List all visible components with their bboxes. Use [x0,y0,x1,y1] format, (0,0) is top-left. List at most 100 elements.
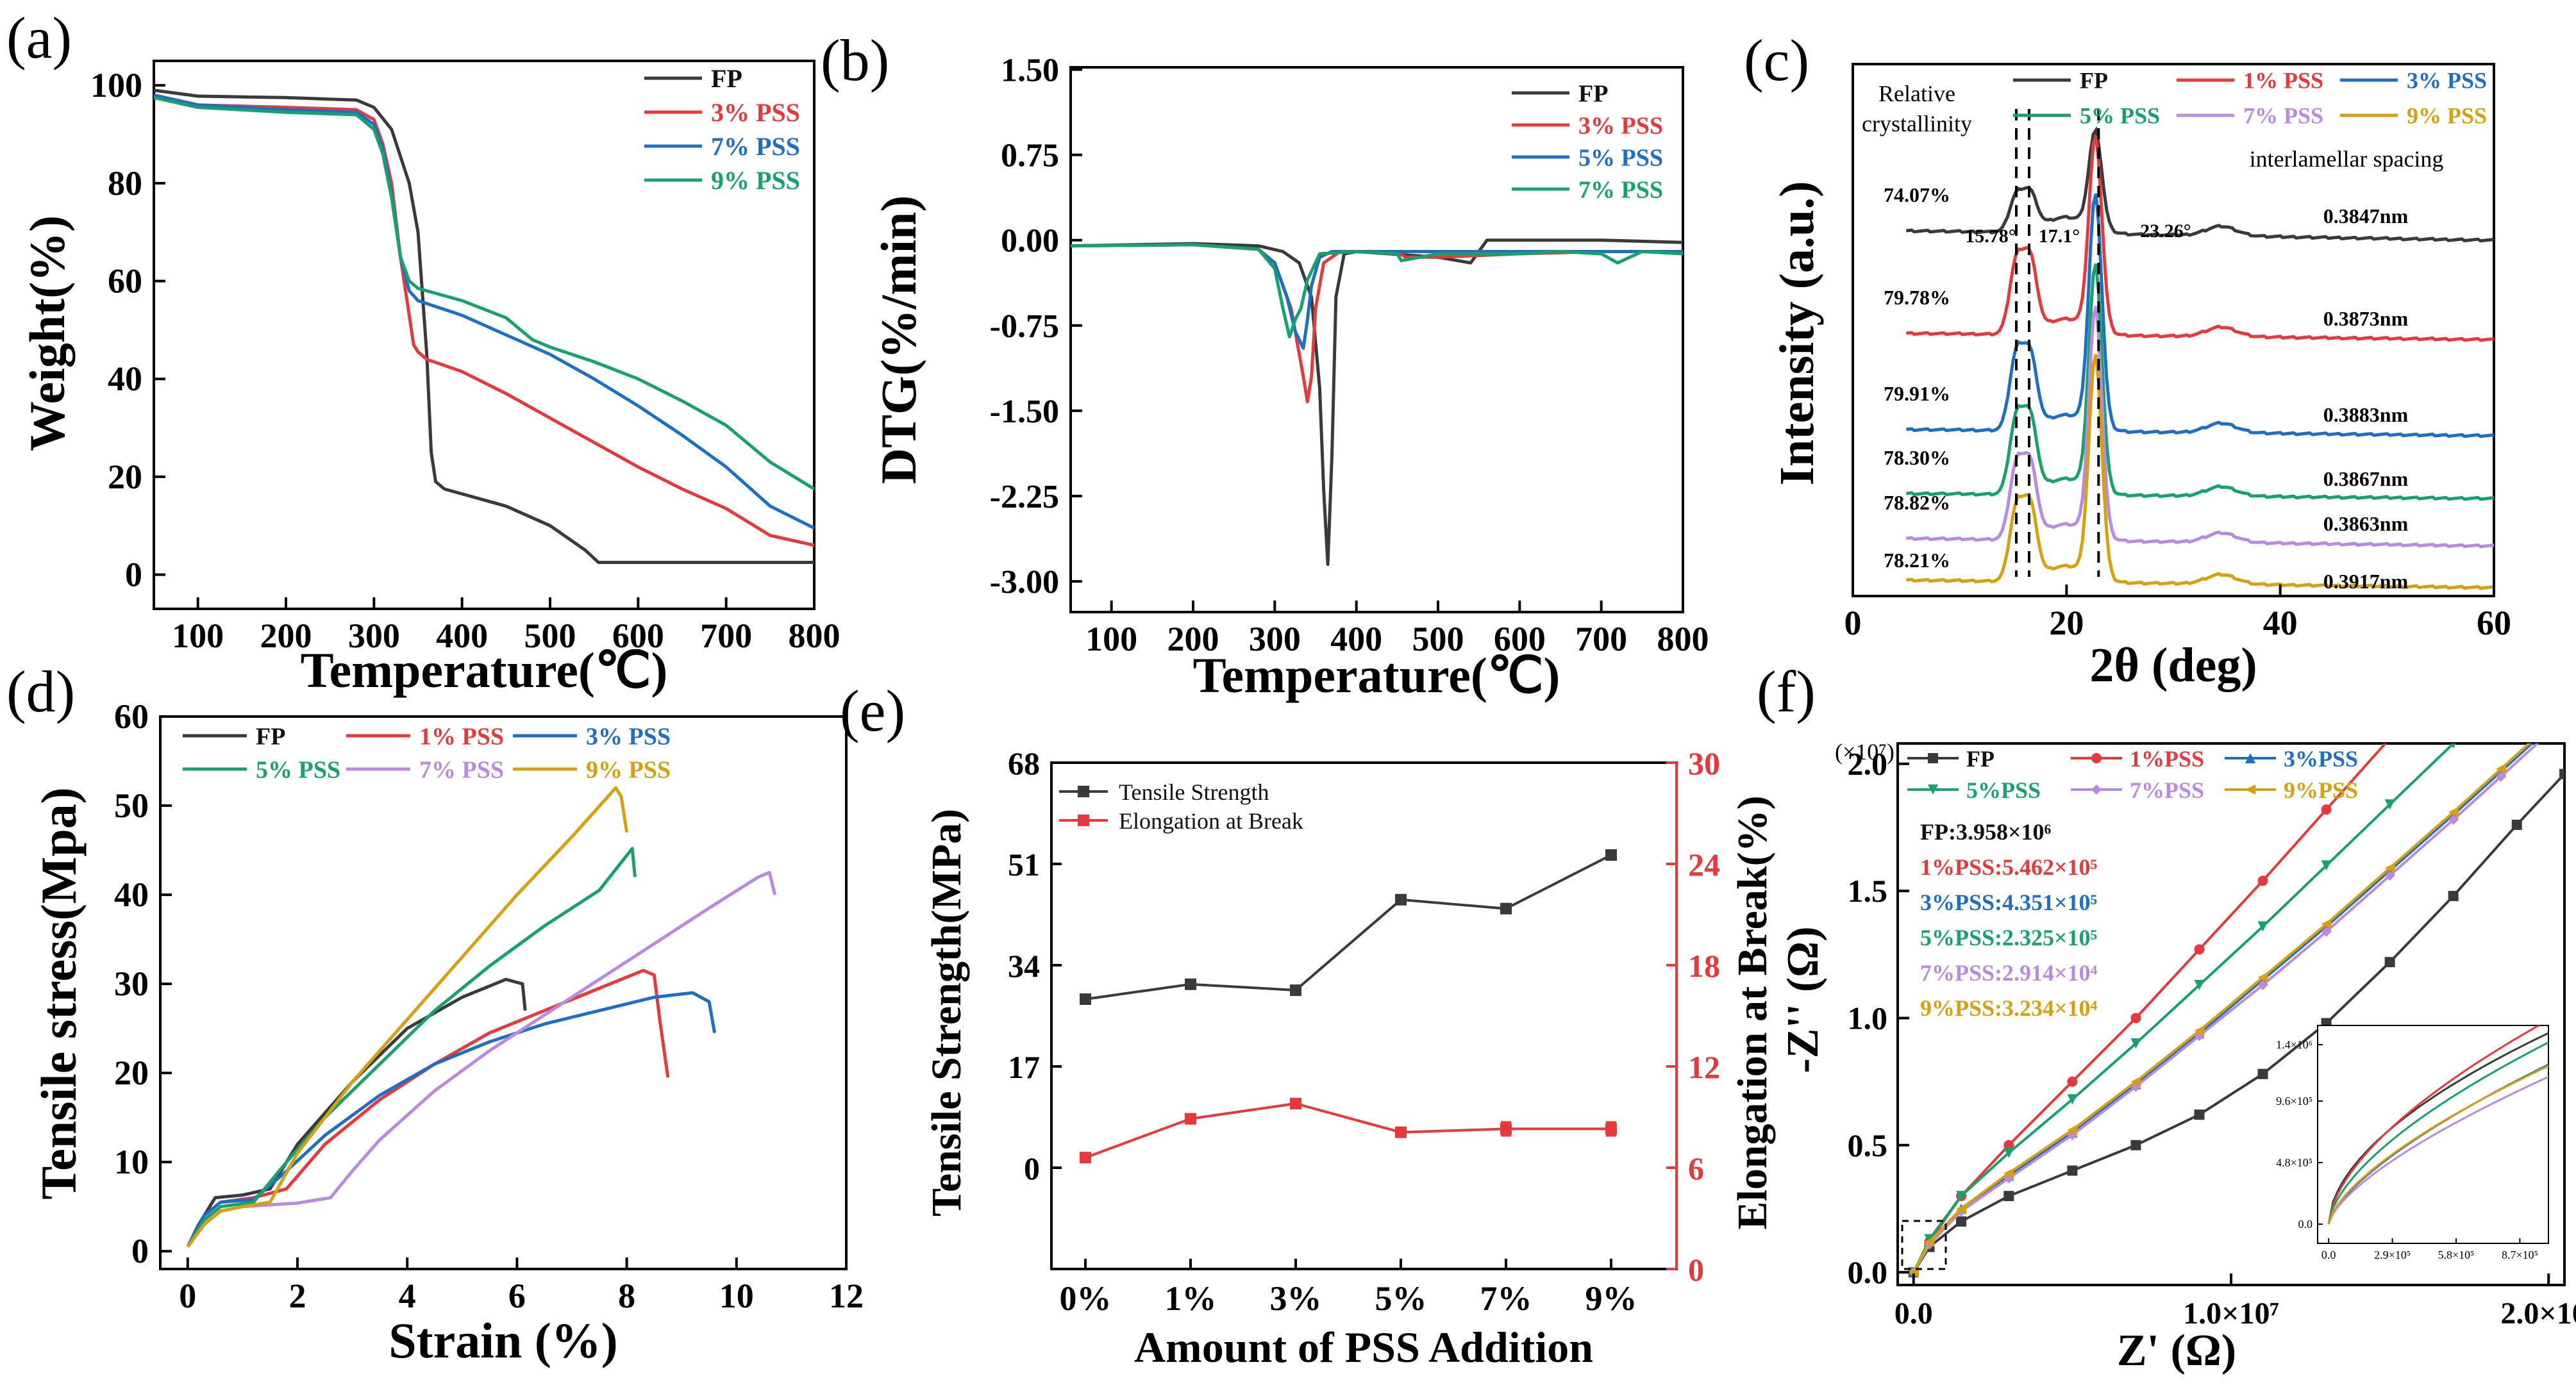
tick-label: 400 [1330,620,1382,658]
data-point [2130,1140,2141,1150]
data-point [2003,1147,2014,1158]
data-point [1080,1152,1091,1164]
legend-item-fp: FP [183,723,285,750]
resistance-label: 5%PSS:2.325×10⁵ [1920,925,2098,950]
data-point [1924,1236,1935,1247]
plot-frame [1852,63,2495,597]
axis-ticks: 0.0 1.0×10⁷ 2.0×10⁷ 0.0 0.5 1.0 1.5 2.0 [1848,746,2576,1331]
tick-label: 500 [1412,620,1464,658]
tick-label: 2.0 [1848,746,1888,782]
series-line-5-pss [1912,743,2455,1273]
y-axis-title-left: Tensile Strength(MPa) [923,809,970,1216]
tick-label: 12 [829,1277,864,1315]
tick-label: 700 [700,617,752,655]
series-line-5-pss [1070,243,1683,350]
data-point [1395,893,1407,906]
data-lines [1908,743,2564,1278]
tick-label: 40 [114,875,149,914]
legend-item-5-pss: 5%PSS [1907,777,2041,803]
data-point [2067,1094,2078,1105]
tick-label: 300 [1249,620,1301,658]
legend-item-9-pss: 9% PSS [2340,103,2487,129]
tick-label: 60 [108,262,142,301]
tick-label: 800 [1657,620,1709,658]
resistance-label: 7%PSS:2.914×10⁴ [1920,960,2098,986]
tick-label: 50 [114,786,149,825]
tick-label: 400 [436,617,488,655]
data-point [1928,784,1938,795]
data-point [2130,1038,2141,1049]
tick-label: 12 [1688,1049,1720,1085]
inset-curve-4 [2327,1075,2548,1225]
series-line-7-pss [1906,306,2495,549]
legend-label: 3% PSS [1578,112,1663,139]
data-point [2091,753,2102,763]
tick-label: -1.50 [990,394,1059,430]
tick-label: 0 [1844,604,1862,642]
data-point [1290,984,1301,997]
data-point [2257,972,2268,983]
peak-label: 15.78° [1965,226,2016,247]
series-line-3-pss [1906,193,2495,438]
tick-label: 0.5 [1848,1127,1888,1163]
tick-label: 10 [719,1277,754,1315]
panel-c: 74.07% 0.3847nm 79.78% 0.3873nm 79.91% 0.3883… [1770,63,2511,692]
data-point [2194,1109,2205,1120]
tick-label: 20 [114,1054,149,1092]
tick-label: 1.5 [1848,873,1888,909]
legend-item-7-pss: 7%PSS [2071,777,2204,803]
tick-label: 0% [1060,1279,1112,1318]
tick-label: 100 [172,617,224,655]
tick-label: 300 [348,617,400,655]
legend-item-3-pss: 3% PSS [513,723,671,750]
legend-item-3-pss: 3% PSS [2340,68,2487,94]
inset-curve-1 [2327,1025,2541,1225]
legend-item-5-pss: 5% PSS [2013,103,2160,129]
data-point [2257,875,2268,886]
legend-item-fp: FP [1907,746,1995,772]
resistance-label: 9%PSS:3.234×10⁴ [1920,995,2098,1021]
legend-label: FP [256,723,285,750]
legend-label: 5% PSS [256,756,340,783]
panel-letter-a: (a) [6,5,72,70]
legend-item-1-pss: 1%PSS [2071,746,2204,772]
legend-label: 5% PSS [1578,144,1663,171]
tick-label: 6 [1688,1150,1704,1186]
y-axis-title: DTG(%/min) [871,195,926,485]
tick-label: 8.7×10⁵ [2502,1248,2538,1261]
plot-frame [159,715,848,1270]
data-lines [153,88,815,564]
legend-label: 5%PSS [1966,777,2041,803]
tick-label: 30 [1688,745,1720,781]
series-line-fp [153,88,814,564]
inset-curve-5 [2327,1065,2548,1225]
data-point [2257,921,2268,932]
inset-curve-2 [2327,1041,2548,1225]
tick-label: 0 [1024,1150,1040,1186]
tick-label: 1.0×10⁷ [2183,1297,2279,1331]
tick-label: 0 [179,1277,196,1315]
axis-ticks: 100 200 300 400 500 600 700 800 1.50 0.75 0.00 -0.7… [990,53,1709,658]
data-point [1500,1123,1512,1135]
data-point [2450,743,2456,749]
tick-label: 20 [2049,604,2084,642]
tick-label: 9.6×10⁵ [2276,1095,2313,1107]
spacing-title: interlamellar spacing [2250,146,2444,172]
legend-item-fp: FP [2013,68,2108,94]
legend-item-fp: FP [644,64,742,93]
plot-frame [153,60,815,610]
series-line-1-pss [1906,135,2495,342]
tick-label: 7% [1480,1279,1532,1318]
tick-label: 0 [131,1232,149,1270]
tick-label: 2.9×10⁵ [2374,1248,2411,1261]
tick-label: 60 [114,697,149,736]
panel-letter-f: (f) [1757,659,1816,724]
x-axis-title: Temperature(℃) [1193,647,1560,703]
data-point [2130,1013,2141,1024]
data-point [1956,1191,1967,1202]
legend-label: 3% PSS [586,723,671,750]
tick-label: 3% [1270,1279,1322,1318]
data-point [2384,799,2395,810]
legend-label: 9% PSS [2407,103,2487,129]
data-point [2448,891,2459,902]
